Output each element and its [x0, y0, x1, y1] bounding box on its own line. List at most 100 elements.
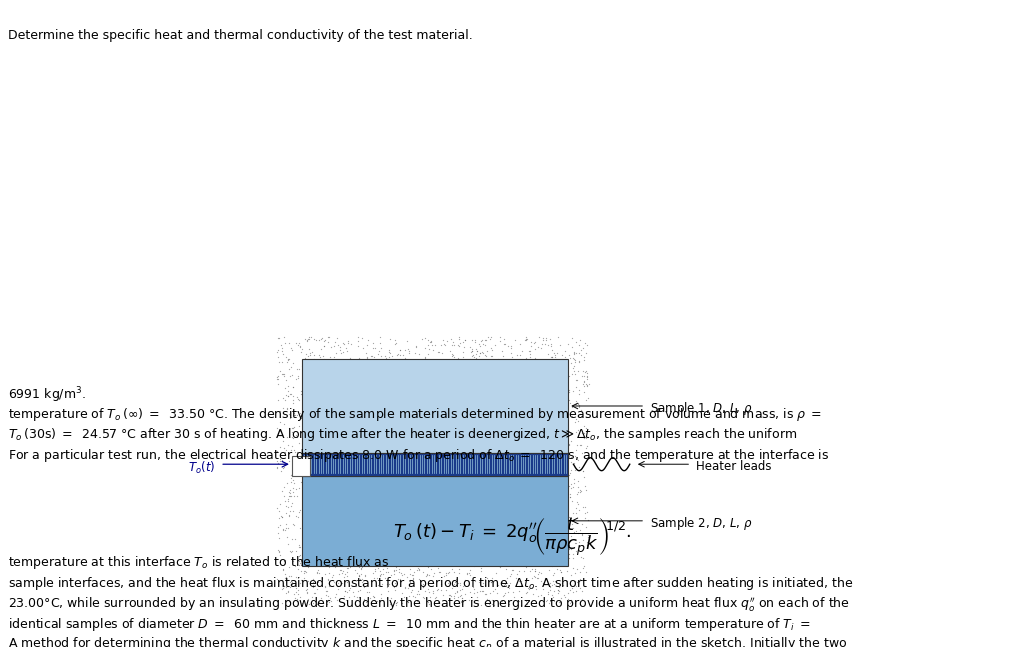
- Point: [281, 355, 297, 365]
- Point: [300, 333, 316, 344]
- Point: [481, 598, 498, 609]
- Point: [278, 572, 294, 582]
- Point: [493, 336, 509, 346]
- Point: [293, 456, 309, 466]
- Point: [569, 399, 586, 409]
- Point: [350, 332, 367, 342]
- Point: [400, 581, 417, 591]
- Point: [361, 593, 378, 604]
- Point: [575, 428, 592, 438]
- Point: [281, 364, 297, 374]
- Point: [381, 579, 397, 589]
- Point: [362, 576, 379, 586]
- Point: [269, 378, 286, 389]
- Point: [337, 586, 353, 596]
- Point: [284, 469, 300, 479]
- Point: [299, 588, 315, 598]
- Point: [268, 446, 285, 456]
- Point: [291, 421, 307, 431]
- Point: [502, 571, 518, 581]
- Point: [292, 408, 308, 418]
- Point: [392, 350, 409, 360]
- Point: [472, 348, 488, 358]
- Point: [569, 576, 586, 587]
- Point: [451, 567, 467, 578]
- Point: [411, 564, 427, 574]
- Point: [333, 347, 349, 358]
- Point: [355, 594, 372, 604]
- Point: [567, 567, 584, 578]
- Point: [453, 590, 469, 600]
- Point: [293, 413, 309, 424]
- Point: [500, 587, 516, 597]
- Point: [364, 351, 380, 361]
- Point: [412, 575, 428, 586]
- Point: [502, 578, 518, 588]
- Point: [459, 569, 475, 579]
- Point: [283, 582, 299, 593]
- Point: [421, 586, 437, 597]
- Point: [292, 592, 308, 602]
- Point: [351, 353, 368, 364]
- Point: [566, 474, 583, 484]
- Point: [399, 597, 416, 607]
- Point: [579, 380, 595, 391]
- Point: [567, 395, 584, 406]
- Point: [269, 463, 286, 473]
- Point: [560, 489, 577, 499]
- Point: [275, 410, 292, 420]
- Point: [328, 589, 344, 599]
- Point: [504, 565, 520, 575]
- Point: [275, 459, 292, 469]
- Point: [517, 335, 534, 345]
- Point: [445, 579, 462, 589]
- Point: [411, 573, 427, 584]
- Point: [358, 587, 375, 597]
- Point: [334, 567, 350, 578]
- Point: [546, 348, 562, 358]
- Point: [289, 571, 305, 582]
- Point: [572, 574, 589, 584]
- Point: [400, 346, 417, 356]
- Point: [350, 341, 367, 351]
- Text: temperature of $T_o\,(\infty)\;=\;$ 33.50 °C. The density of the sample material: temperature of $T_o\,(\infty)\;=\;$ 33.5…: [8, 406, 822, 423]
- Point: [275, 349, 292, 359]
- Point: [290, 564, 306, 575]
- Point: [571, 357, 588, 367]
- Point: [315, 336, 332, 347]
- Point: [281, 439, 297, 450]
- Point: [578, 423, 594, 433]
- Point: [322, 581, 338, 591]
- Point: [379, 582, 395, 592]
- Point: [433, 579, 450, 589]
- Point: [286, 422, 302, 432]
- Point: [283, 547, 299, 558]
- Point: [465, 349, 481, 360]
- Point: [418, 571, 434, 581]
- Point: [575, 561, 592, 571]
- Point: [304, 598, 321, 608]
- Point: [563, 465, 580, 475]
- Point: [279, 519, 295, 529]
- Point: [406, 567, 422, 577]
- Point: [565, 549, 582, 559]
- Point: [382, 334, 398, 344]
- Point: [562, 479, 579, 489]
- Point: [550, 585, 566, 595]
- Point: [372, 581, 388, 591]
- Point: [335, 338, 351, 348]
- Point: [268, 573, 285, 584]
- Point: [358, 348, 375, 358]
- Point: [319, 575, 336, 585]
- Point: [522, 565, 539, 576]
- Point: [273, 357, 290, 367]
- Point: [464, 351, 480, 361]
- Point: [270, 547, 287, 558]
- Point: [269, 345, 286, 355]
- Point: [377, 573, 393, 584]
- Point: [566, 538, 583, 549]
- Point: [468, 344, 484, 354]
- Point: [544, 353, 560, 363]
- Point: [388, 562, 404, 573]
- Point: [271, 417, 288, 427]
